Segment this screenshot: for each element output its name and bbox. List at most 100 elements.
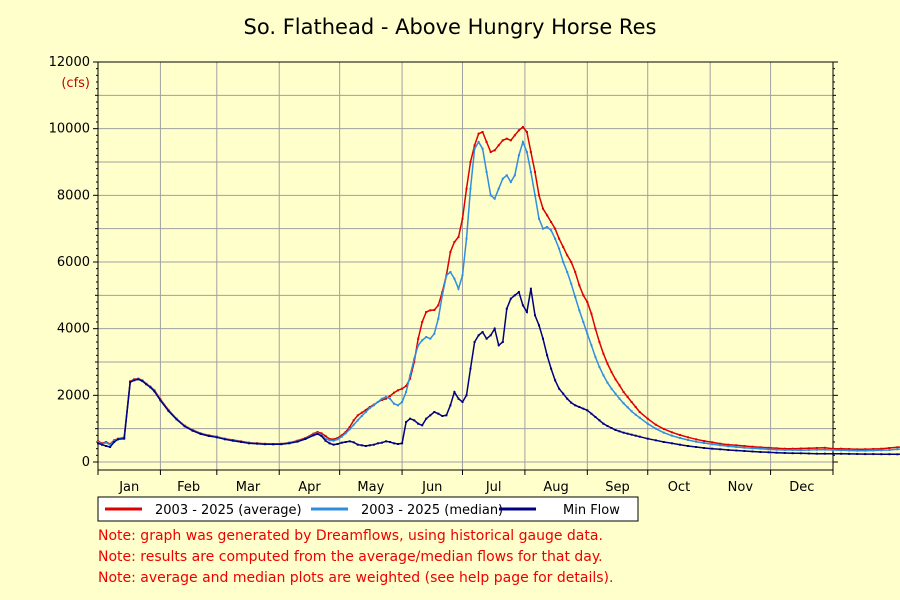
series-point [288,442,291,445]
y-tick-label: 4000 [57,322,90,337]
series-point [570,261,573,263]
series-point [509,181,512,183]
series-point [856,448,859,451]
series-point [832,447,834,450]
series-point [751,447,754,450]
series-point [594,327,597,330]
series-point [880,447,883,450]
series-point [324,435,327,437]
series-point [735,444,738,447]
series-point [304,438,307,440]
series-point [570,282,573,285]
series-point [109,443,112,446]
grid [98,61,833,470]
series-point [574,296,577,298]
series-point [775,447,778,450]
x-tick-label: Dec [789,480,814,495]
series-point [429,337,432,340]
series-point [807,449,810,451]
series-point [791,447,794,450]
series-point [566,254,569,257]
series-point [481,331,484,333]
series-point [389,395,391,397]
series-point [529,171,532,173]
series-point [529,287,532,290]
series-point [719,444,722,447]
plot-area [97,61,834,471]
series-point [687,439,689,441]
series-point [880,453,883,456]
series-point [832,452,834,455]
series-point [405,421,408,423]
series-point [336,438,339,441]
series-point [823,448,826,451]
series-point [598,419,601,422]
series-point [679,437,681,439]
series-point [380,441,383,444]
series-point [799,449,802,452]
series-point [417,337,420,340]
series-point [517,129,520,132]
series-point [598,366,601,368]
series-point [477,334,480,337]
series-point [799,447,802,450]
series-point [574,404,577,407]
series-point [695,446,698,448]
series-point [864,453,867,456]
series-point [477,141,480,143]
series-point [465,394,468,397]
series-point [775,448,778,451]
series-point [123,437,126,440]
series-point [473,144,476,147]
series-point [405,391,408,393]
series-point [473,341,476,343]
note-3: Note: average and median plots are weigh… [98,570,614,586]
series-point [654,439,657,442]
series-point [272,443,275,446]
series-point [223,438,226,441]
series-point [421,339,424,342]
series-point [372,443,375,446]
series-point [626,432,629,435]
series-point [602,352,605,355]
series-point [360,415,363,417]
series-point [610,387,613,390]
series-point [791,452,794,455]
series-point [529,151,532,153]
series-point [433,411,436,413]
series-point [815,447,818,449]
series-point [534,194,536,197]
axis-ticks [93,61,838,475]
legend-label: 2003 - 2025 (average) [155,503,302,518]
series-point [606,425,609,427]
series-point [413,419,416,422]
series-point [662,431,665,434]
series-point [469,161,472,163]
series-point [783,452,786,454]
series-point [534,171,536,173]
series-point [743,450,746,452]
y-tick-label: 0 [82,455,90,470]
series-point [481,131,484,133]
series-point [872,453,875,456]
series-point [840,447,843,450]
series-point [328,442,331,445]
series-point [191,429,194,432]
series-point [896,453,899,456]
series-point [401,387,404,390]
series-point [133,379,136,382]
x-tick-label: Mar [236,480,261,495]
series-point [501,139,504,142]
series-point [264,443,267,446]
series-point [646,417,649,420]
series-point [727,449,730,451]
series-point [129,381,132,383]
x-tick-label: Jun [421,480,442,495]
series-point [141,380,144,382]
series-line [97,125,900,451]
series-point [113,441,116,443]
series-point [328,438,331,440]
series-point [626,396,629,398]
series-point [336,443,339,445]
series-point [397,404,399,407]
